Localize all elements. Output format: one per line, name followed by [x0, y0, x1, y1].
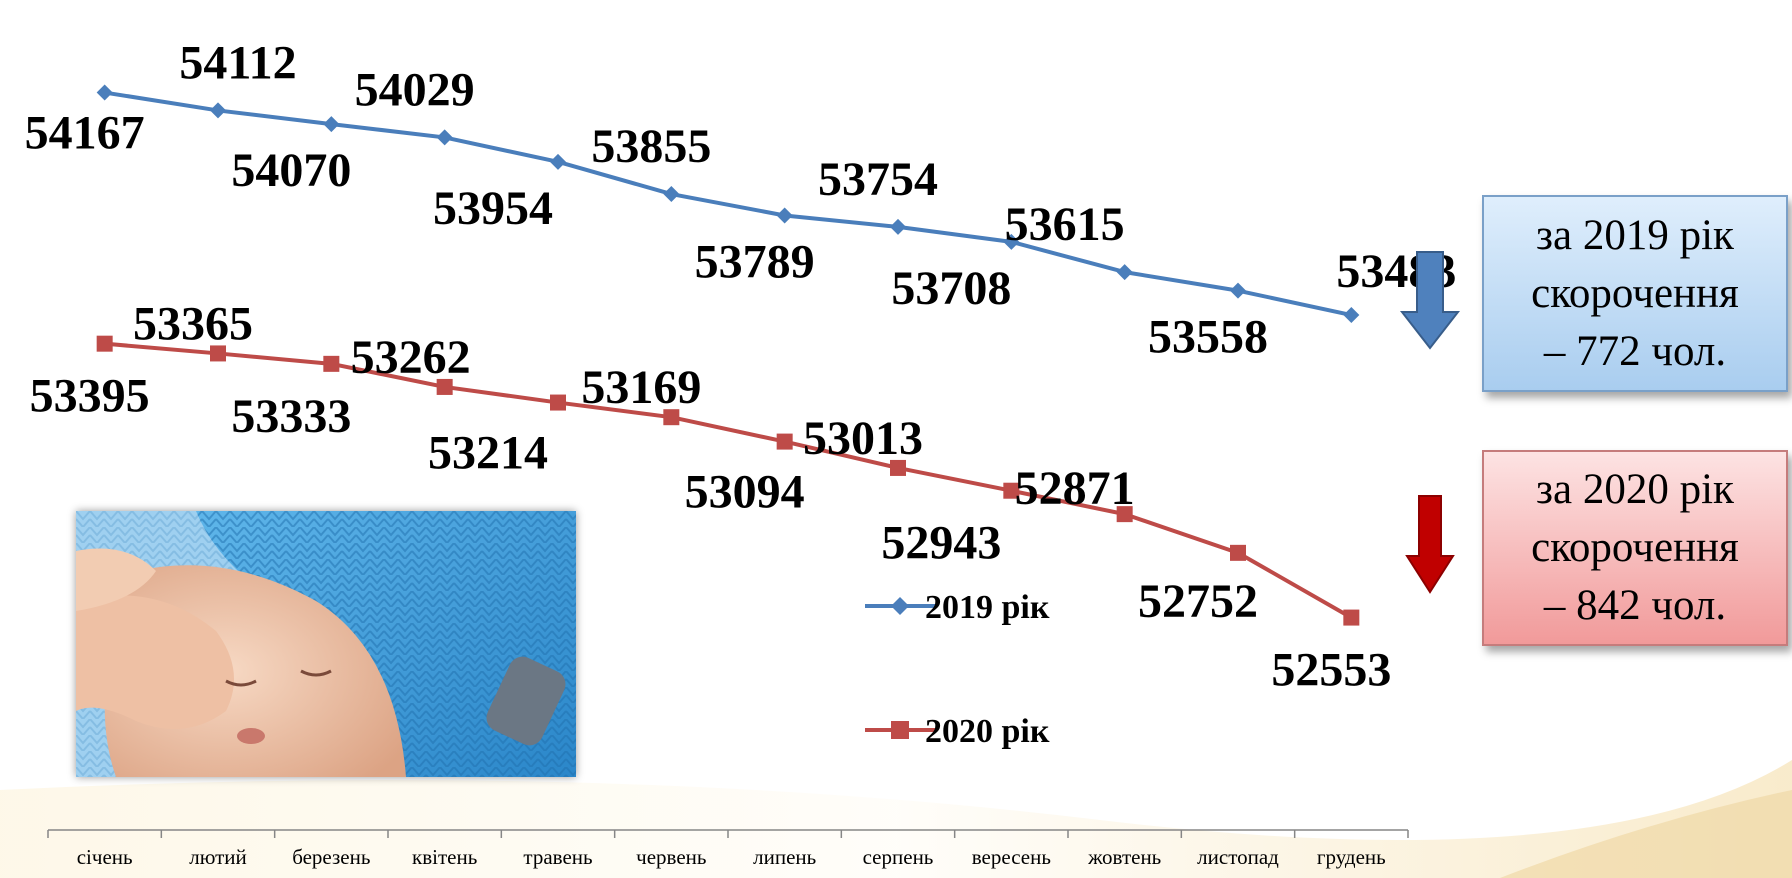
data-point-square [96, 335, 113, 352]
x-tick-label: квітень [412, 845, 477, 869]
legend-label: 2020 рік [925, 713, 1050, 750]
data-point-square [210, 345, 226, 362]
data-label: 53708 [891, 262, 1011, 315]
summary-2019-line-2: скорочення [1531, 269, 1739, 317]
summary-2020-line-3: – 842 чол. [1543, 582, 1727, 629]
data-label: 53395 [30, 370, 150, 423]
data-point-diamond [1343, 307, 1360, 324]
x-tick-label: грудень [1317, 845, 1386, 869]
data-point-diamond [1116, 264, 1133, 281]
data-label: 54167 [25, 107, 145, 160]
data-label: 54070 [231, 144, 351, 197]
data-label: 53558 [1148, 311, 1268, 364]
sleeping-baby-photo [76, 511, 576, 777]
data-label: 54029 [355, 63, 475, 116]
data-point-diamond [663, 186, 680, 203]
summary-2020-line-2: скорочення [1531, 524, 1739, 571]
x-tick-label: вересень [972, 845, 1051, 869]
data-point-diamond [210, 102, 226, 119]
series-line-1 [104, 341, 1353, 620]
x-tick-label: травень [523, 845, 592, 869]
data-label: 52553 [1271, 644, 1391, 697]
x-tick-label: червень [636, 845, 706, 869]
legend-marker-square [891, 721, 909, 739]
data-label: 53169 [581, 361, 701, 414]
summary-2019-line-1: за 2019 рік [1536, 211, 1734, 259]
legend-marker-diamond [891, 597, 909, 615]
data-point-diamond [550, 153, 566, 170]
data-point-square [890, 459, 906, 476]
data-label: 52871 [1015, 462, 1135, 515]
data-label: 53754 [818, 153, 938, 206]
data-point-square [1343, 609, 1360, 626]
data-point-diamond [890, 218, 906, 235]
data-label: 54112 [179, 36, 296, 89]
x-tick-label: липень [753, 845, 816, 869]
x-tick-label: листопад [1197, 845, 1279, 869]
data-label: 53214 [428, 427, 548, 480]
down-arrow-icon [1405, 495, 1455, 594]
data-label: 53954 [433, 182, 553, 235]
summary-box-2020: за 2020 рік скорочення – 842 чол. [1482, 450, 1788, 646]
data-point-diamond [96, 84, 113, 101]
x-tick-label: серпень [863, 845, 934, 869]
data-label: 52752 [1138, 575, 1258, 628]
data-point-square [663, 409, 680, 426]
x-tick-label: лютий [189, 845, 247, 869]
data-point-square [776, 433, 793, 450]
summary-box-2019: за 2019 рік скорочення – 772 чол. [1482, 195, 1788, 392]
x-tick-label: березень [292, 845, 370, 869]
legend-label: 2019 рік [925, 589, 1050, 626]
data-point-square [436, 378, 453, 395]
data-point-diamond [776, 207, 793, 224]
data-point-diamond [323, 116, 340, 133]
data-label: 53615 [1005, 198, 1125, 251]
data-label: 53855 [591, 120, 711, 173]
data-point-diamond [436, 129, 453, 146]
data-point-square [323, 355, 340, 372]
x-tick-label: січень [77, 845, 133, 869]
data-point-diamond [1003, 233, 1020, 250]
data-label: 53094 [685, 466, 805, 519]
data-label: 53262 [351, 331, 471, 384]
data-point-square [1116, 506, 1133, 523]
summary-2019-line-3: – 772 чол. [1543, 327, 1727, 375]
series-line-0 [104, 90, 1352, 318]
data-point-square [1003, 482, 1020, 499]
data-label: 52943 [881, 517, 1001, 570]
data-point-square [550, 394, 566, 411]
data-label: 53013 [803, 412, 923, 465]
summary-2020-line-1: за 2020 рік [1536, 466, 1734, 513]
legend: 2019 рік 2020 рік [865, 589, 1050, 750]
data-label: 53333 [231, 390, 351, 443]
data-point-square [1230, 544, 1246, 561]
data-label: 53365 [133, 297, 253, 350]
x-tick-label: жовтень [1087, 845, 1161, 869]
data-point-diamond [1230, 282, 1246, 299]
down-arrow-icon [1400, 251, 1460, 350]
data-label: 53789 [695, 236, 815, 289]
